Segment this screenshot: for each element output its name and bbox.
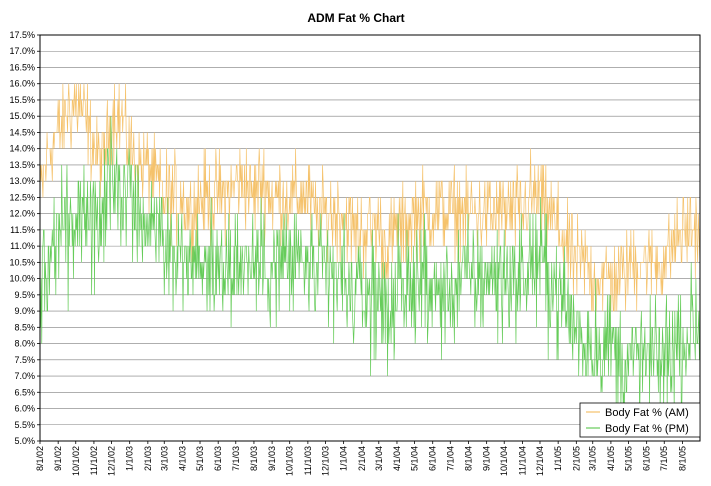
legend: Body Fat % (AM) Body Fat % (PM) [579, 402, 701, 438]
x-tick-label: 9/1/02 [53, 446, 63, 471]
chart-title: ADM Fat % Chart [307, 11, 404, 25]
x-tick-label: 4/1/05 [606, 446, 616, 471]
legend-label-pm: Body Fat % (PM) [605, 423, 689, 435]
series-layer [39, 83, 701, 425]
x-tick-label: 1/1/05 [553, 446, 563, 471]
x-tick-label: 4/1/03 [177, 446, 187, 471]
x-tick-label: 6/1/03 [213, 446, 223, 471]
x-tick-label: 1/1/03 [125, 446, 135, 471]
x-tick-label: 5/1/04 [410, 446, 420, 471]
x-tick-label: 2/1/05 [571, 446, 581, 471]
y-tick-label: 13.0% [9, 176, 35, 186]
y-tick-label: 8.0% [14, 339, 35, 349]
x-tick-label: 11/1/02 [89, 446, 99, 475]
x-tick-label: 10/1/04 [499, 446, 509, 476]
y-axis-ticks: 5.0% 5.5% 6.0% 6.5% 7.0% 7.5% 8.0% 8.5% 9.0% 9.5%… [9, 30, 40, 446]
x-tick-label: 5/1/03 [195, 446, 205, 471]
x-tick-label: 11/1/03 [303, 446, 313, 475]
x-tick-label: 7/1/03 [231, 446, 241, 471]
plot-border [39, 34, 701, 442]
y-tick-label: 17.5% [9, 30, 35, 40]
y-tick-label: 17.0% [9, 46, 35, 56]
y-tick-label: 10.5% [9, 257, 35, 267]
x-tick-label: 5/1/05 [623, 446, 633, 471]
y-tick-label: 12.5% [9, 192, 35, 202]
x-tick-label: 11/1/04 [517, 446, 527, 475]
legend-label-am: Body Fat % (AM) [605, 407, 689, 419]
x-tick-label: 6/1/05 [642, 446, 652, 471]
x-tick-label: 2/1/03 [143, 446, 153, 471]
y-tick-label: 9.0% [14, 306, 35, 316]
x-tick-label: 7/1/04 [445, 446, 455, 471]
y-tick-label: 9.5% [14, 290, 35, 300]
x-tick-label: 12/1/04 [535, 446, 545, 476]
x-tick-label: 3/1/04 [374, 446, 384, 471]
y-tick-label: 14.0% [9, 144, 35, 154]
x-tick-label: 3/1/03 [159, 446, 169, 471]
x-tick-label: 8/1/03 [249, 446, 259, 471]
y-tick-label: 13.5% [9, 160, 35, 170]
x-tick-label: 8/1/04 [463, 446, 473, 471]
x-tick-label: 8/1/05 [677, 446, 687, 471]
x-tick-label: 2/1/04 [357, 446, 367, 471]
x-axis-ticks: 8/1/02 9/1/02 10/1/02 11/1/02 12/1/02 1/1/03 2… [35, 441, 687, 476]
y-tick-label: 5.5% [14, 420, 35, 430]
y-tick-label: 15.5% [9, 95, 35, 105]
x-tick-label: 3/1/05 [588, 446, 598, 471]
y-tick-label: 14.5% [9, 127, 35, 137]
x-tick-label: 1/1/04 [339, 446, 349, 471]
y-tick-label: 15.0% [9, 111, 35, 121]
y-tick-label: 11.0% [10, 241, 35, 251]
x-tick-label: 6/1/04 [428, 446, 438, 471]
series-line-pm [39, 116, 701, 425]
y-tick-label: 5.0% [14, 436, 35, 446]
y-tick-label: 6.5% [14, 387, 35, 397]
y-tick-label: 10.0% [9, 274, 35, 284]
y-tick-label: 11.5% [10, 225, 35, 235]
y-tick-label: 16.0% [9, 79, 35, 89]
x-tick-label: 8/1/02 [35, 446, 45, 471]
legend-box [579, 402, 701, 438]
y-tick-label: 8.5% [14, 322, 35, 332]
x-tick-label: 4/1/04 [392, 446, 402, 471]
x-tick-label: 12/1/03 [320, 446, 330, 476]
series-line-am [39, 83, 701, 312]
y-tick-label: 6.0% [14, 404, 35, 414]
y-tick-label: 12.0% [9, 209, 35, 219]
x-tick-label: 12/1/02 [107, 446, 117, 476]
y-tick-label: 7.5% [14, 355, 35, 365]
x-tick-label: 10/1/02 [71, 446, 81, 476]
x-tick-label: 9/1/04 [482, 446, 492, 471]
y-tick-label: 7.0% [14, 371, 35, 381]
y-tick-label: 16.5% [9, 62, 35, 72]
x-tick-label: 10/1/03 [285, 446, 295, 476]
x-tick-label: 9/1/03 [267, 446, 277, 471]
x-tick-label: 7/1/05 [659, 446, 669, 471]
